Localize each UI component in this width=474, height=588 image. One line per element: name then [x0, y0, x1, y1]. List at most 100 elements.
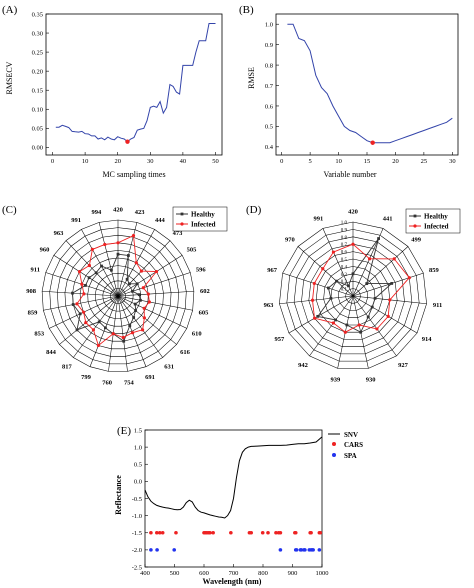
pe-x-tick-label: 900: [288, 570, 298, 577]
pa-x-tick-label: 20: [114, 158, 121, 165]
pc-infected-point: [80, 282, 84, 286]
panel-d-label: (D): [246, 204, 262, 216]
pb-x-tick-label: 0: [280, 158, 283, 165]
pd-healthy-point: [351, 272, 355, 276]
pd-ring-label: 0.7: [341, 243, 348, 248]
pd-healthy-point: [345, 323, 349, 327]
pd-category-label: 939: [330, 376, 341, 383]
pc-infected-point: [142, 316, 146, 320]
pc-category-label: 817: [62, 364, 73, 371]
panel-b: (B) Variable number RMSE 0 5 10 15 20 25 30 0.4…: [239, 4, 459, 179]
pe-spa-marker: [294, 548, 299, 552]
pc-category-label: 605: [199, 310, 210, 317]
pc-healthy-point: [137, 293, 141, 297]
pd-spoke: [288, 295, 354, 334]
pc-category-label: 420: [113, 206, 123, 213]
panel-e-label: (E): [117, 425, 131, 437]
pe-y-tick-label: -1.0: [132, 513, 142, 520]
pd-healthy-point: [329, 296, 333, 300]
pe-cars-marker: [318, 530, 323, 535]
pc-healthy-point: [84, 284, 87, 287]
pe-spa-marker: [299, 548, 304, 552]
pd-grid-ring: [338, 280, 368, 311]
pd-grid-ring: [293, 236, 413, 355]
pc-healthy-point: [94, 271, 98, 275]
pd-spoke: [279, 295, 354, 305]
pa-x-tick-label: 10: [82, 158, 89, 165]
pc-spoke: [117, 295, 193, 311]
pc-grid-ring: [102, 280, 134, 312]
pc-category-label: 754: [124, 380, 135, 387]
pc-spoke: [89, 295, 119, 367]
pa-x-tick-label: 40: [180, 158, 187, 165]
pc-legend-marker: [180, 212, 184, 216]
pb-x-tick-label: 15: [364, 158, 371, 165]
pa-plot-frame: [45, 13, 223, 156]
pd-infected-point: [312, 281, 316, 286]
pd-healthy-point: [365, 282, 369, 286]
panel-e-xlabel: Wavelength (nm): [203, 577, 262, 586]
pd-infected-point: [357, 323, 361, 327]
pc-healthy-point: [128, 324, 132, 328]
pd-healthy-point: [377, 237, 380, 240]
pc-spoke: [117, 272, 191, 297]
pc-healthy-point: [132, 316, 136, 319]
pc-spoke: [117, 290, 194, 297]
pc-infected-point: [154, 269, 159, 274]
pc-healthy-point: [125, 277, 129, 281]
pc-healthy-point: [104, 326, 107, 330]
pc-spoke: [117, 222, 138, 297]
pd-ring-label: 0.4: [341, 265, 348, 270]
pe-y-tick-label: 1.5: [134, 427, 142, 434]
pc-infected-point: [103, 242, 107, 247]
pd-grid-ring: [286, 229, 420, 362]
panel-a-ylabel: RMSECV: [5, 61, 14, 94]
panel-e-ylabel: Reflectance: [114, 475, 123, 515]
pa-y-tick-label: 0.25: [32, 49, 43, 56]
pc-category-label: 960: [40, 247, 50, 254]
pd-grid-ring: [315, 258, 391, 333]
pe-series-line: [144, 436, 323, 519]
pc-healthy-point: [78, 312, 82, 316]
pc-infected-point: [146, 292, 150, 296]
pb-series-line: [287, 23, 453, 144]
pd-healthy-point: [359, 330, 363, 334]
pc-grid-ring: [49, 227, 187, 365]
pe-cars-marker: [174, 530, 178, 535]
pd-spoke: [352, 295, 418, 334]
pc-category-label: 994: [91, 209, 102, 216]
pd-ring-label: 0.6: [341, 251, 348, 256]
pc-healthy-point: [75, 328, 79, 332]
pd-healthy-point: [326, 286, 330, 290]
pc-spoke: [117, 295, 187, 329]
pd-legend-label: Infected: [424, 223, 449, 231]
pd-legend-label: Healthy: [424, 213, 448, 221]
panel-a-xlabel: MC sampling times: [102, 170, 165, 179]
panel-a-label: (A): [2, 4, 18, 16]
pc-category-label: 423: [135, 209, 146, 216]
pd-infected-point: [312, 316, 317, 320]
pc-infected-point: [142, 306, 146, 310]
pc-category-label: 908: [26, 288, 37, 295]
pd-ring-label: 0.1: [341, 288, 348, 293]
pc-infected-point: [82, 292, 86, 296]
pd-ring-label: 1.0: [341, 221, 348, 226]
pd-spoke: [352, 272, 424, 297]
pe-spa-marker: [149, 548, 153, 552]
pc-category-label: 911: [31, 266, 40, 273]
panel-b-label: (B): [239, 4, 254, 16]
pe-cars-marker: [266, 530, 270, 535]
pb-y-tick-label: 0.7: [265, 83, 274, 90]
panel-c-label: (C): [2, 204, 17, 216]
pc-category-label: 444: [155, 217, 166, 224]
pc-series-polygon: [76, 234, 158, 347]
pd-legend-marker: [413, 214, 417, 218]
pc-category-label: 859: [28, 310, 39, 317]
pc-infected-point: [141, 286, 145, 290]
pb-y-tick-label: 0.4: [265, 144, 274, 151]
pc-healthy-point: [135, 282, 139, 286]
pe-cars-marker: [160, 530, 165, 535]
pb-y-tick-label: 0.5: [265, 124, 273, 131]
pc-spoke: [65, 240, 119, 297]
